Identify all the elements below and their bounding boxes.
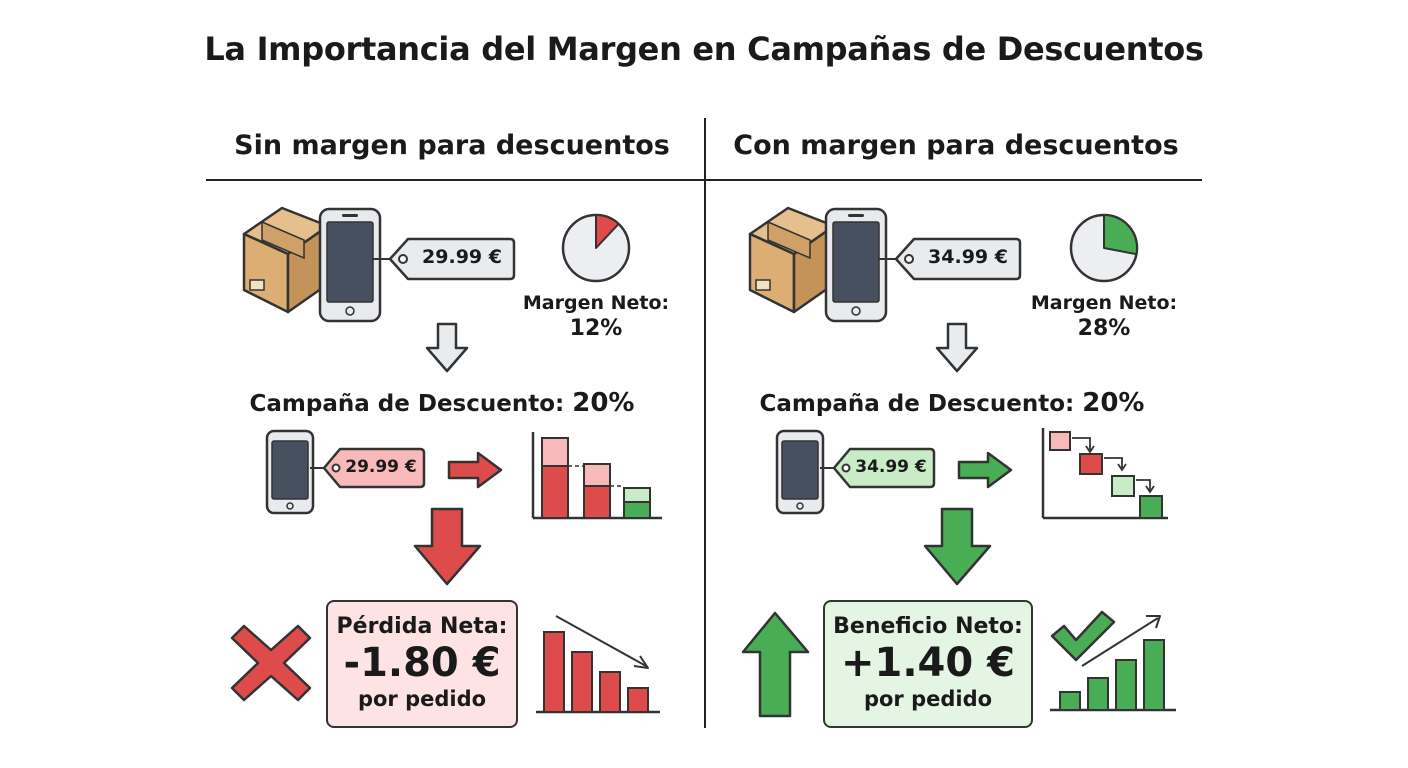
- result-label-left: Pérdida Neta:: [336, 614, 508, 639]
- declining-bars-chart: [536, 615, 660, 714]
- net-loss-box: Pérdida Neta: -1.80 € por pedido: [326, 600, 518, 728]
- big-down-arrow-icon: [923, 507, 992, 586]
- step-down-chart: [1041, 428, 1168, 520]
- cross-icon: [230, 624, 312, 702]
- margin-label-left: Margen Neto:: [522, 292, 670, 314]
- price-tag-icon: [878, 237, 1022, 281]
- net-profit-box: Beneficio Neto: +1.40 € por pedido: [823, 600, 1033, 728]
- price-tag-right: 34.99 €: [928, 246, 1008, 268]
- left-heading: Sin margen para descuentos: [234, 130, 670, 161]
- margin-value-right: 28%: [1077, 316, 1131, 341]
- growth-bars-chart: [1050, 610, 1176, 712]
- result-label-right: Beneficio Neto:: [833, 614, 1023, 639]
- discount-tag-right: 34.99 €: [855, 457, 927, 477]
- discount-tag-left: 29.99 €: [345, 457, 417, 477]
- big-down-arrow-icon: [413, 507, 482, 586]
- down-arrow-icon: [935, 322, 979, 373]
- box-and-phone-icon: [242, 206, 382, 323]
- margin-label-right: Margen Neto:: [1030, 292, 1178, 314]
- right-heading: Con margen para descuentos: [733, 130, 1179, 161]
- phone-icon: [775, 429, 825, 515]
- margin-value-left: 12%: [569, 316, 623, 341]
- box-and-phone-icon: [748, 206, 888, 323]
- campaign-label-right: Campaña de Descuento:: [759, 391, 1075, 417]
- result-unit-right: por pedido: [863, 687, 993, 711]
- campaign-label-left: Campaña de Descuento:: [249, 391, 565, 417]
- campaign-value-right: 20%: [1082, 388, 1145, 418]
- discount-tag-icon: [310, 447, 426, 489]
- up-arrow-icon: [741, 611, 810, 718]
- price-tag-left: 29.99 €: [422, 246, 502, 268]
- discount-tag-icon: [820, 447, 936, 489]
- page-title: La Importancia del Margen en Campañas de…: [204, 30, 1204, 68]
- margin-pie-chart: [1069, 213, 1139, 283]
- margin-pie-chart: [561, 213, 631, 283]
- check-icon: [1050, 610, 1116, 662]
- result-value-right: +1.40 €: [841, 640, 1015, 686]
- right-arrow-icon: [447, 451, 503, 489]
- campaign-value-left: 20%: [572, 388, 635, 418]
- result-unit-left: por pedido: [357, 687, 487, 711]
- result-value-left: -1.80 €: [343, 640, 501, 686]
- price-tag-icon: [372, 237, 516, 281]
- down-arrow-icon: [425, 322, 469, 373]
- margin-bars-chart: [531, 432, 662, 520]
- phone-icon: [265, 429, 315, 515]
- right-arrow-icon: [957, 451, 1013, 489]
